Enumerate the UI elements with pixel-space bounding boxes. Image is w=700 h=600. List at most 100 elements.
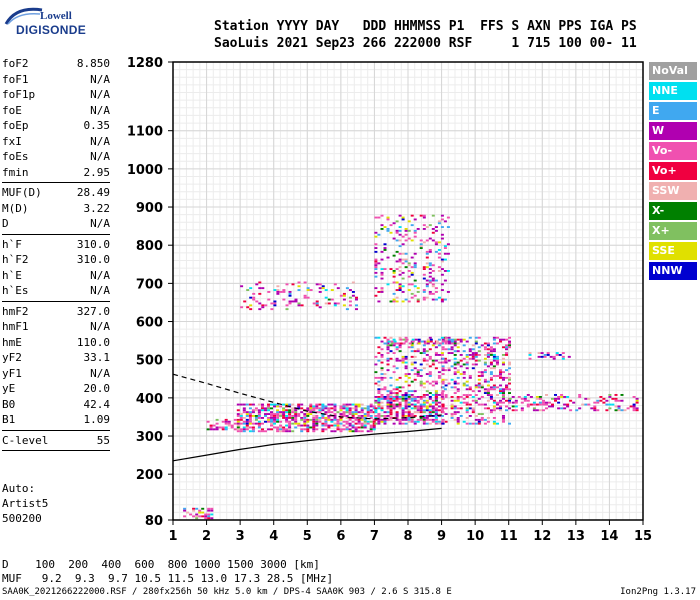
echo-point — [462, 350, 466, 353]
echo-point — [480, 375, 484, 377]
echo-point — [499, 399, 502, 402]
echo-point — [422, 266, 426, 269]
echo-point — [195, 507, 199, 510]
echo-point — [285, 308, 289, 311]
echo-point — [380, 396, 384, 398]
y-tick-label: 300 — [136, 430, 163, 445]
echo-point — [425, 390, 429, 393]
param-row: h`F2 310.0 — [2, 252, 110, 268]
echo-point — [431, 359, 435, 362]
echo-point — [428, 268, 432, 270]
echo-point — [209, 428, 213, 431]
echo-point — [345, 308, 349, 311]
param-name: foEp — [2, 119, 29, 132]
echo-point — [369, 417, 373, 419]
echo-point — [434, 346, 438, 349]
echo-point — [456, 411, 460, 414]
echo-point — [336, 287, 340, 290]
echo-point — [285, 405, 289, 408]
echo-point — [569, 409, 573, 412]
echo-point — [462, 344, 466, 347]
echo-point — [549, 355, 553, 358]
echo-point — [546, 354, 550, 356]
echo-point — [431, 401, 435, 404]
echo-point — [614, 394, 618, 396]
echo-point — [236, 409, 240, 412]
echo-point — [239, 417, 243, 419]
echo-point — [496, 359, 499, 362]
echo-point — [215, 418, 219, 421]
echo-point — [499, 384, 502, 387]
echo-point — [383, 397, 387, 400]
param-name: foE — [2, 103, 22, 117]
echo-point — [348, 296, 352, 299]
echo-point — [312, 422, 316, 425]
echo-point — [242, 420, 246, 423]
echo-point — [398, 390, 402, 393]
echo-point — [440, 258, 444, 261]
echo-point — [282, 426, 286, 429]
echo-point — [407, 346, 411, 349]
echo-point — [552, 357, 556, 360]
echo-point — [236, 418, 240, 421]
echo-point — [486, 390, 490, 393]
echo-point — [189, 513, 193, 516]
param-name: foF1p — [2, 88, 36, 101]
echo-point — [483, 369, 487, 372]
echo-point — [428, 291, 432, 293]
echo-point — [468, 386, 472, 389]
echo-point — [471, 409, 475, 412]
echo-point — [434, 392, 438, 394]
echo-point — [315, 302, 319, 305]
echo-point — [401, 285, 405, 288]
param-row: foEs N/A — [2, 149, 110, 165]
param-name: h`Es — [2, 284, 29, 297]
echo-point — [440, 214, 444, 217]
echo-point — [369, 426, 373, 429]
param-row: h`E N/A — [2, 268, 110, 284]
echo-point — [608, 396, 612, 398]
param-row: foF1p N/A — [2, 87, 110, 103]
echo-point — [508, 378, 511, 381]
echo-point — [508, 342, 511, 345]
param-row: B1 1.09 — [2, 412, 110, 428]
echo-point — [446, 291, 450, 293]
echo-point — [315, 300, 319, 303]
echo-point — [327, 302, 331, 305]
echo-point — [377, 300, 381, 303]
echo-point — [440, 392, 444, 394]
echo-point — [318, 418, 322, 421]
echo-point — [474, 363, 478, 366]
echo-point — [434, 229, 438, 232]
echo-point — [489, 388, 493, 391]
echo-point — [419, 403, 423, 406]
echo-point — [413, 397, 417, 400]
echo-point — [420, 340, 424, 343]
echo-point — [261, 422, 264, 425]
legend-item-e: E — [649, 102, 697, 120]
param-value: 0.35 — [83, 119, 111, 132]
echo-point — [537, 355, 541, 358]
echo-point — [502, 354, 505, 356]
echo-point — [471, 357, 475, 360]
echo-point — [526, 405, 530, 408]
echo-point — [336, 302, 340, 305]
echo-point — [377, 380, 381, 383]
param-row: D N/A — [2, 216, 110, 232]
echo-point — [428, 403, 432, 406]
echo-point — [538, 409, 542, 412]
echo-point — [608, 394, 612, 396]
echo-point — [401, 300, 405, 303]
param-value: 33.1 — [83, 351, 111, 364]
echo-point — [441, 361, 445, 364]
echo-point — [398, 233, 402, 236]
echo-point — [395, 250, 399, 253]
echo-point — [273, 405, 276, 408]
echo-point — [389, 409, 393, 412]
echo-point — [443, 359, 447, 362]
echo-point — [435, 342, 439, 345]
echo-point — [227, 420, 231, 423]
echo-point — [502, 388, 505, 391]
echo-point — [395, 388, 399, 391]
echo-point — [440, 300, 444, 303]
